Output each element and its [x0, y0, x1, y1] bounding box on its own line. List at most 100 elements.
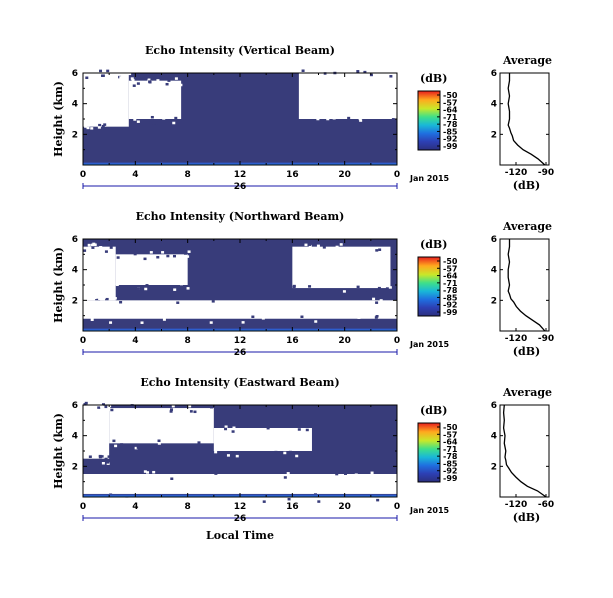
y-tick-label: 2 [72, 296, 78, 306]
heatmap-region [298, 73, 397, 119]
x-tick-label: 20 [338, 502, 351, 512]
profile-x-label: (dB) [513, 179, 540, 192]
speckle [93, 74, 97, 78]
profile-y-tick-label: 4 [491, 432, 497, 442]
speckle [83, 403, 87, 406]
speckle [283, 476, 287, 479]
speckle [189, 410, 193, 413]
speckle [88, 246, 92, 250]
speckle [358, 117, 362, 121]
speckle [121, 72, 125, 76]
speckle [113, 297, 117, 300]
speckle [146, 471, 150, 474]
speckle [170, 285, 174, 289]
profile-line [507, 239, 546, 332]
speckle [335, 245, 339, 249]
heatmap-region [83, 300, 397, 319]
speckle [186, 255, 190, 258]
colorbar-scale [417, 422, 441, 483]
speckle [369, 250, 373, 254]
speckle [101, 74, 105, 77]
speckle [322, 246, 326, 249]
speckle [174, 116, 178, 120]
colorbar-tick-label: -57 [443, 264, 457, 273]
profile-line [507, 73, 546, 166]
speckle [104, 457, 108, 461]
speckle [162, 318, 166, 321]
speckle [114, 444, 118, 448]
speckle [347, 116, 351, 120]
speckle [156, 255, 160, 259]
x-tick-label: 20 [338, 170, 351, 180]
speckle [261, 317, 265, 320]
speckle [126, 69, 130, 72]
speckle [232, 426, 236, 430]
profile-y-tick-label: 6 [491, 235, 497, 245]
speckle [226, 454, 230, 457]
speckle [370, 471, 374, 475]
speckle [168, 301, 172, 304]
speckle [231, 430, 235, 433]
speckle [134, 446, 138, 450]
speckle [305, 428, 309, 432]
speckle [98, 123, 102, 127]
speckle [100, 405, 104, 408]
speckle [308, 244, 312, 248]
speckle [292, 285, 296, 289]
profile-frame [499, 238, 550, 332]
speckle [357, 316, 361, 319]
date-label: Jan 2015 [409, 340, 450, 349]
speckle [97, 402, 101, 406]
speckle [90, 318, 94, 321]
date-mark: 26 [234, 514, 247, 524]
speckle [186, 410, 190, 413]
speckle [157, 439, 161, 442]
speckle [174, 77, 178, 80]
speckle [120, 443, 124, 446]
panel-title: Echo Intensity (Northward Beam) [136, 210, 345, 223]
speckle [224, 427, 228, 431]
speckle [344, 472, 348, 475]
speckle [104, 405, 108, 409]
speckle [180, 120, 184, 123]
speckle [122, 254, 126, 257]
profile-y-tick-label: 2 [491, 296, 497, 306]
speckle [147, 445, 151, 448]
speckle [95, 298, 99, 302]
colorbar-tick-label: -64 [443, 106, 458, 115]
speckle [375, 301, 379, 304]
panel-2: Echo Intensity (Northward Beam) 6 4 2 Height… [52, 210, 554, 358]
speckle [278, 450, 282, 454]
colorbar-tick-label: -50 [443, 423, 458, 432]
speckle [145, 284, 149, 287]
profile-x-tick-label: -120 [505, 500, 528, 510]
y-tick-label: 6 [72, 401, 78, 411]
colorbar-tick-label: -57 [443, 98, 457, 107]
speckle [86, 126, 90, 130]
speckle [171, 404, 175, 408]
speckle [152, 122, 156, 125]
speckle [354, 115, 358, 119]
colorbar-tick-label: -78 [443, 452, 458, 461]
speckle [283, 451, 287, 455]
speckle [116, 256, 120, 259]
colorbar-tick-label: -92 [443, 301, 457, 310]
speckle [274, 450, 278, 454]
date-label: Jan 2015 [409, 506, 450, 515]
speckle [313, 249, 317, 252]
speckle [136, 287, 140, 290]
speckle [101, 403, 105, 406]
speckle [288, 450, 292, 454]
speckle [97, 302, 101, 305]
speckle [85, 76, 89, 80]
colorbar-tick-label: -50 [443, 257, 458, 266]
speckle [326, 117, 330, 121]
speckle [391, 118, 395, 121]
speckle [140, 321, 144, 324]
speckle [106, 462, 110, 465]
speckle [97, 126, 101, 129]
speckle [128, 72, 132, 76]
speckle [214, 425, 218, 428]
speckle [372, 297, 376, 301]
y-tick-label: 4 [72, 266, 78, 276]
